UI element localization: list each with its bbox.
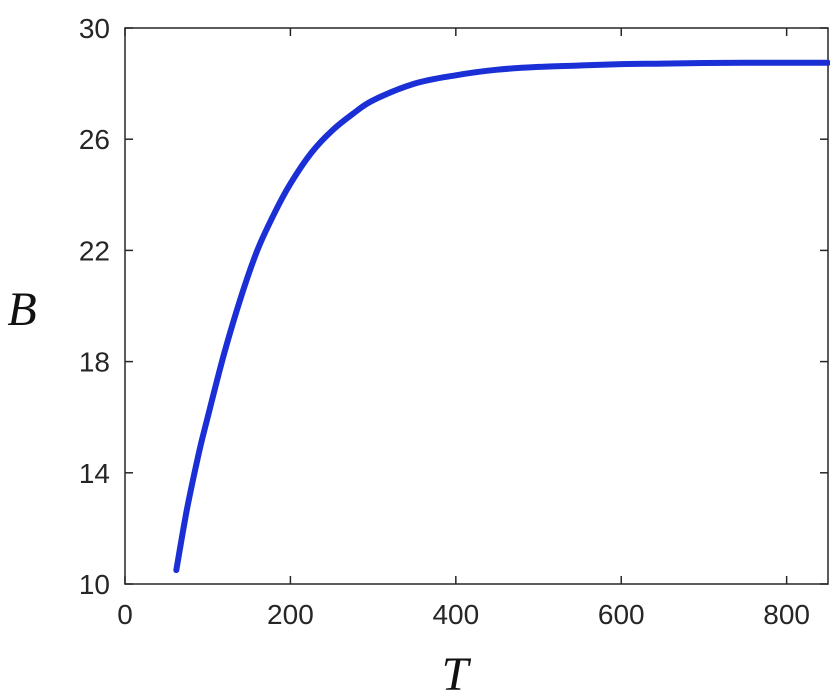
x-tick-label: 200 — [267, 599, 314, 630]
y-axis-label: B — [7, 283, 36, 336]
x-tick-label: 800 — [763, 599, 810, 630]
y-tick-label: 14 — [79, 458, 110, 489]
plot-area — [124, 27, 829, 585]
y-tick-label: 22 — [79, 235, 110, 266]
y-tick-label: 26 — [79, 124, 110, 155]
y-tick-labels: 10 14 18 22 26 30 — [79, 13, 110, 600]
tick-marks — [124, 27, 828, 585]
x-tick-label: 0 — [117, 599, 133, 630]
y-tick-label: 18 — [79, 347, 110, 378]
series-group — [173, 59, 830, 574]
x-tick-label: 400 — [432, 599, 479, 630]
axes-frame — [124, 27, 829, 585]
x-axis-label: T — [442, 648, 472, 700]
y-tick-label: 30 — [79, 13, 110, 44]
x-tick-label: 600 — [598, 599, 645, 630]
x-tick-labels: 0 200 400 600 800 — [117, 599, 810, 630]
series-line — [173, 59, 830, 574]
y-tick-label: 10 — [79, 569, 110, 600]
